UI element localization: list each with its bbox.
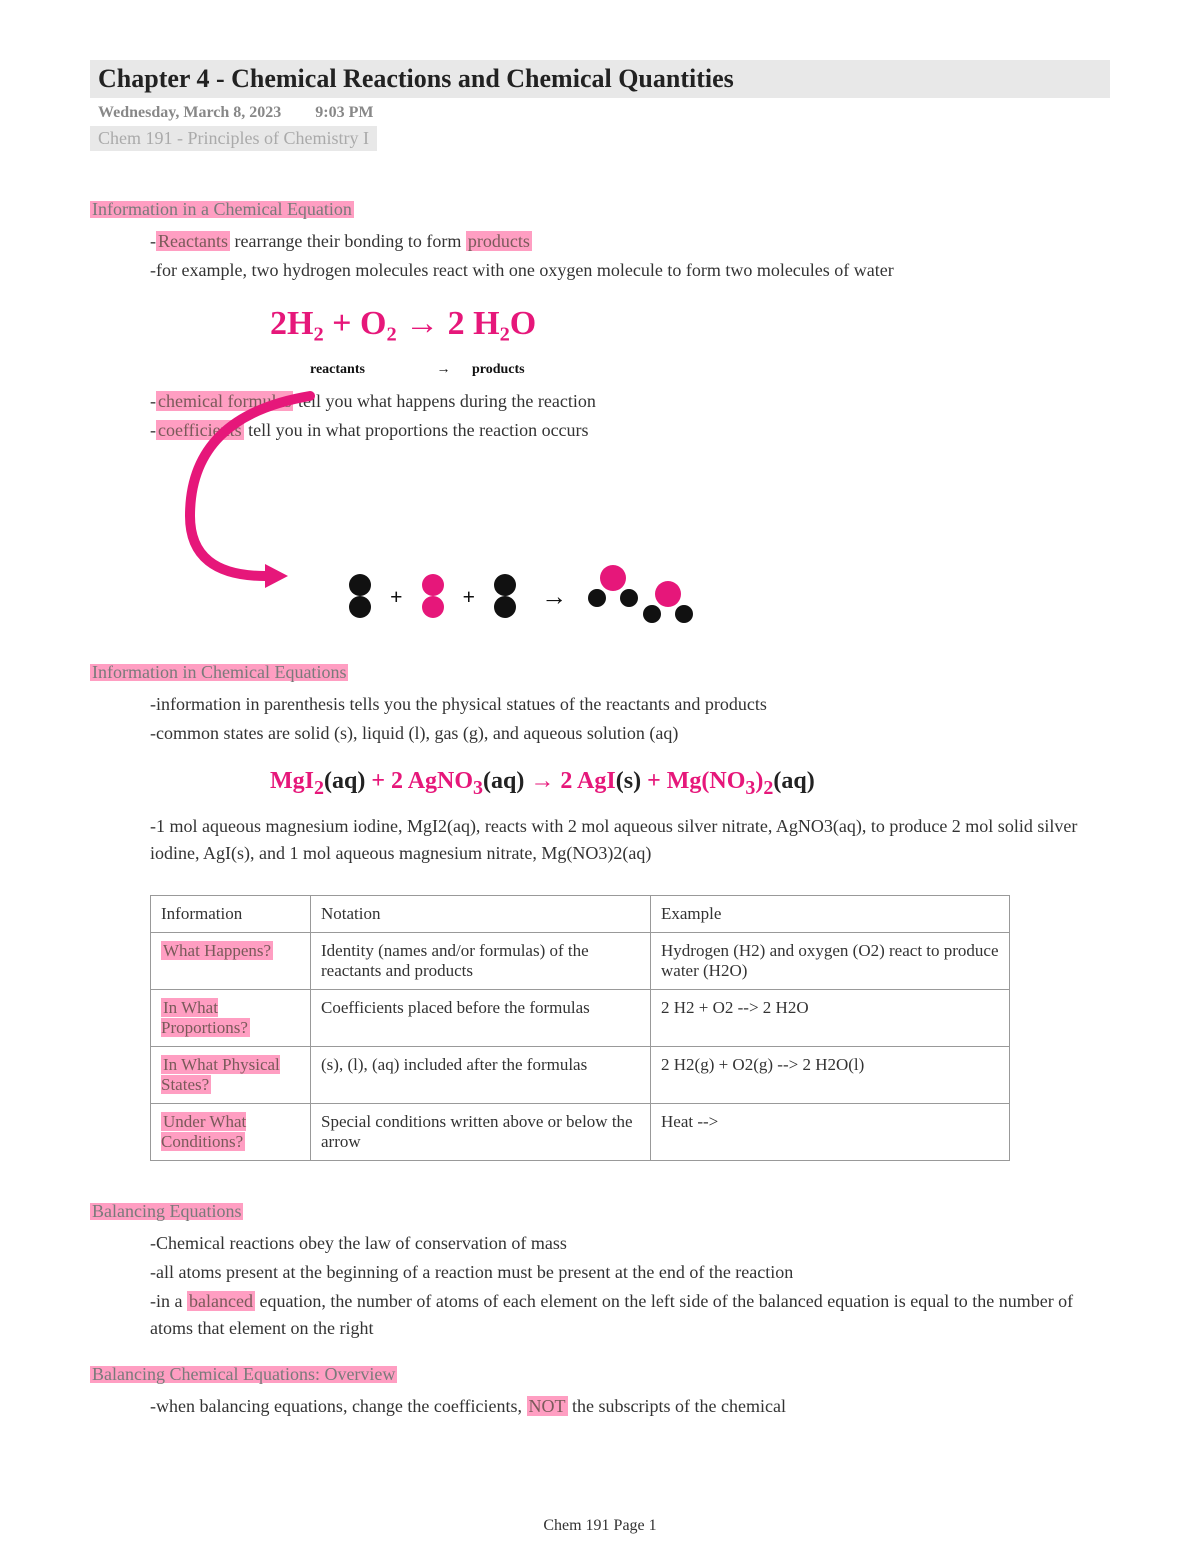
section-heading: Information in Chemical Equations bbox=[90, 662, 348, 683]
section-body: -Chemical reactions obey the law of cons… bbox=[150, 1230, 1110, 1342]
highlight-products: products bbox=[466, 231, 532, 251]
info-table: Information Notation Example What Happen… bbox=[150, 895, 1010, 1161]
section-heading: Balancing Chemical Equations: Overview bbox=[90, 1364, 397, 1385]
table-row: In What Physical States? (s), (l), (aq) … bbox=[151, 1046, 1010, 1103]
table-row: What Happens? Identity (names and/or for… bbox=[151, 932, 1010, 989]
cell: Identity (names and/or formulas) of the … bbox=[311, 932, 651, 989]
water-molecules-icon bbox=[583, 556, 703, 636]
section-heading: Information in a Chemical Equation bbox=[90, 199, 354, 220]
equation-h2o: 2H₂ + O₂ → 2 H₂O bbox=[270, 298, 1110, 349]
molecule-diagram: + + → bbox=[210, 446, 1110, 656]
h2-molecule-icon bbox=[340, 571, 380, 621]
table-row: In What Proportions? Coefficients placed… bbox=[151, 989, 1010, 1046]
cell: (s), (l), (aq) included after the formul… bbox=[311, 1046, 651, 1103]
page-title: Chapter 4 - Chemical Reactions and Chemi… bbox=[98, 64, 734, 93]
cell: Heat --> bbox=[651, 1103, 1010, 1160]
equation-labels: reactants → products bbox=[310, 359, 1110, 380]
text: -when balancing equations, change the co… bbox=[150, 1396, 527, 1416]
date-line: Wednesday, March 8, 2023 9:03 PM bbox=[90, 100, 1110, 126]
cell: Special conditions written above or belo… bbox=[311, 1103, 651, 1160]
highlight-not: NOT bbox=[527, 1396, 568, 1416]
table-header-row: Information Notation Example bbox=[151, 895, 1010, 932]
text: -Chemical reactions obey the law of cons… bbox=[150, 1230, 1110, 1257]
date-text: Wednesday, March 8, 2023 bbox=[98, 104, 281, 121]
text: -common states are solid (s), liquid (l)… bbox=[150, 720, 1110, 747]
section-heading: Balancing Equations bbox=[90, 1201, 243, 1222]
plus-icon: + bbox=[390, 580, 403, 613]
cell: 2 H2 + O2 --> 2 H2O bbox=[651, 989, 1010, 1046]
row-label: In What Proportions? bbox=[161, 998, 250, 1037]
col-header: Example bbox=[651, 895, 1010, 932]
text: tell you what happens during the reactio… bbox=[293, 391, 595, 411]
label-reactants: reactants bbox=[310, 362, 365, 377]
cell: 2 H2(g) + O2(g) --> 2 H2O(l) bbox=[651, 1046, 1010, 1103]
cell: Coefficients placed before the formulas bbox=[311, 989, 651, 1046]
row-label: What Happens? bbox=[161, 941, 273, 960]
text: -all atoms present at the beginning of a… bbox=[150, 1259, 1110, 1286]
text: -in a bbox=[150, 1291, 187, 1311]
row-label: In What Physical States? bbox=[161, 1055, 280, 1094]
section-body: -Reactants rearrange their bonding to fo… bbox=[150, 228, 1110, 656]
table-row: Under What Conditions? Special condition… bbox=[151, 1103, 1010, 1160]
arrow-icon: → bbox=[541, 577, 567, 616]
col-header: Notation bbox=[311, 895, 651, 932]
notes-page: Chapter 4 - Chemical Reactions and Chemi… bbox=[0, 0, 1200, 1553]
label-products: products bbox=[472, 362, 525, 377]
text: -information in parenthesis tells you th… bbox=[150, 691, 1110, 718]
curved-arrow-icon bbox=[170, 376, 330, 606]
cell: Hydrogen (H2) and oxygen (O2) react to p… bbox=[651, 932, 1010, 989]
text: rearrange their bonding to form bbox=[230, 231, 466, 251]
row-label: Under What Conditions? bbox=[161, 1112, 246, 1151]
section-body: -information in parenthesis tells you th… bbox=[150, 691, 1110, 867]
text: equation, the number of atoms of each el… bbox=[150, 1291, 1073, 1338]
o2-molecule-icon bbox=[413, 571, 453, 621]
h2-molecule-icon bbox=[485, 571, 525, 621]
time-text: 9:03 PM bbox=[315, 104, 373, 121]
section-body: -when balancing equations, change the co… bbox=[150, 1393, 1110, 1420]
text: the subscripts of the chemical bbox=[568, 1396, 786, 1416]
page-footer: Chem 191 Page 1 bbox=[0, 1517, 1200, 1535]
title-bar: Chapter 4 - Chemical Reactions and Chemi… bbox=[90, 60, 1110, 98]
plus-icon: + bbox=[463, 580, 476, 613]
arrow-icon: → bbox=[436, 362, 450, 377]
text: -1 mol aqueous magnesium iodine, MgI2(aq… bbox=[150, 813, 1110, 867]
highlight-balanced: balanced bbox=[187, 1291, 255, 1311]
col-header: Information bbox=[151, 895, 311, 932]
equation-mgi2: MgI2(aq) + 2 AgNO3(aq) → 2 AgI(s) + Mg(N… bbox=[270, 763, 1110, 803]
highlight-reactants: Reactants bbox=[156, 231, 230, 251]
text: -for example, two hydrogen molecules rea… bbox=[150, 257, 1110, 284]
course-line: Chem 191 - Principles of Chemistry I bbox=[90, 126, 377, 151]
